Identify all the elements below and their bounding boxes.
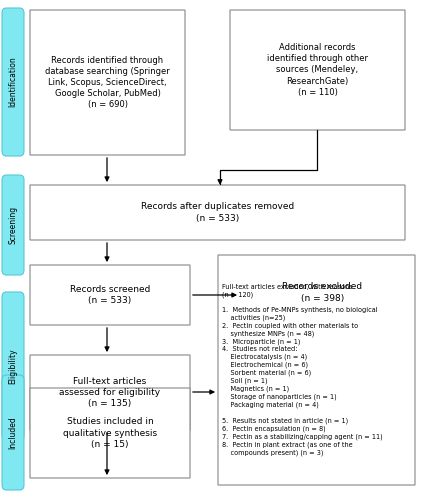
FancyBboxPatch shape <box>30 355 190 430</box>
Text: Screening: Screening <box>9 206 18 244</box>
FancyBboxPatch shape <box>218 255 415 485</box>
FancyArrowPatch shape <box>218 130 317 184</box>
Text: Studies included in
qualitative synthesis
(n = 15): Studies included in qualitative synthesi… <box>63 418 157 448</box>
FancyBboxPatch shape <box>30 10 185 155</box>
Text: Eligibility: Eligibility <box>9 348 18 384</box>
FancyBboxPatch shape <box>30 388 190 478</box>
FancyBboxPatch shape <box>30 265 190 325</box>
FancyBboxPatch shape <box>2 175 24 275</box>
FancyBboxPatch shape <box>230 10 405 130</box>
FancyBboxPatch shape <box>30 185 405 240</box>
Text: Records screened
(n = 533): Records screened (n = 533) <box>70 285 150 305</box>
Text: Included: Included <box>9 416 18 449</box>
FancyBboxPatch shape <box>2 292 24 440</box>
FancyBboxPatch shape <box>2 8 24 156</box>
Text: Additional records
identified through other
sources (Mendeley,
ResearchGate)
(n : Additional records identified through ot… <box>267 44 368 96</box>
FancyBboxPatch shape <box>240 265 405 320</box>
Text: Full-text articles excluded, with reasons
(n = 120)

1.  Methods of Pe-MNPs synt: Full-text articles excluded, with reason… <box>222 284 383 456</box>
Text: Identification: Identification <box>9 56 18 108</box>
Text: Full-text articles
assessed for eligibility
(n = 135): Full-text articles assessed for eligibil… <box>60 377 161 408</box>
Text: Records after duplicates removed
(n = 533): Records after duplicates removed (n = 53… <box>141 202 294 222</box>
FancyBboxPatch shape <box>2 375 24 490</box>
Text: Records identified through
database searching (Springer
Link, Scopus, ScienceDir: Records identified through database sear… <box>45 56 170 109</box>
Text: Records excluded
(n = 398): Records excluded (n = 398) <box>283 282 362 302</box>
